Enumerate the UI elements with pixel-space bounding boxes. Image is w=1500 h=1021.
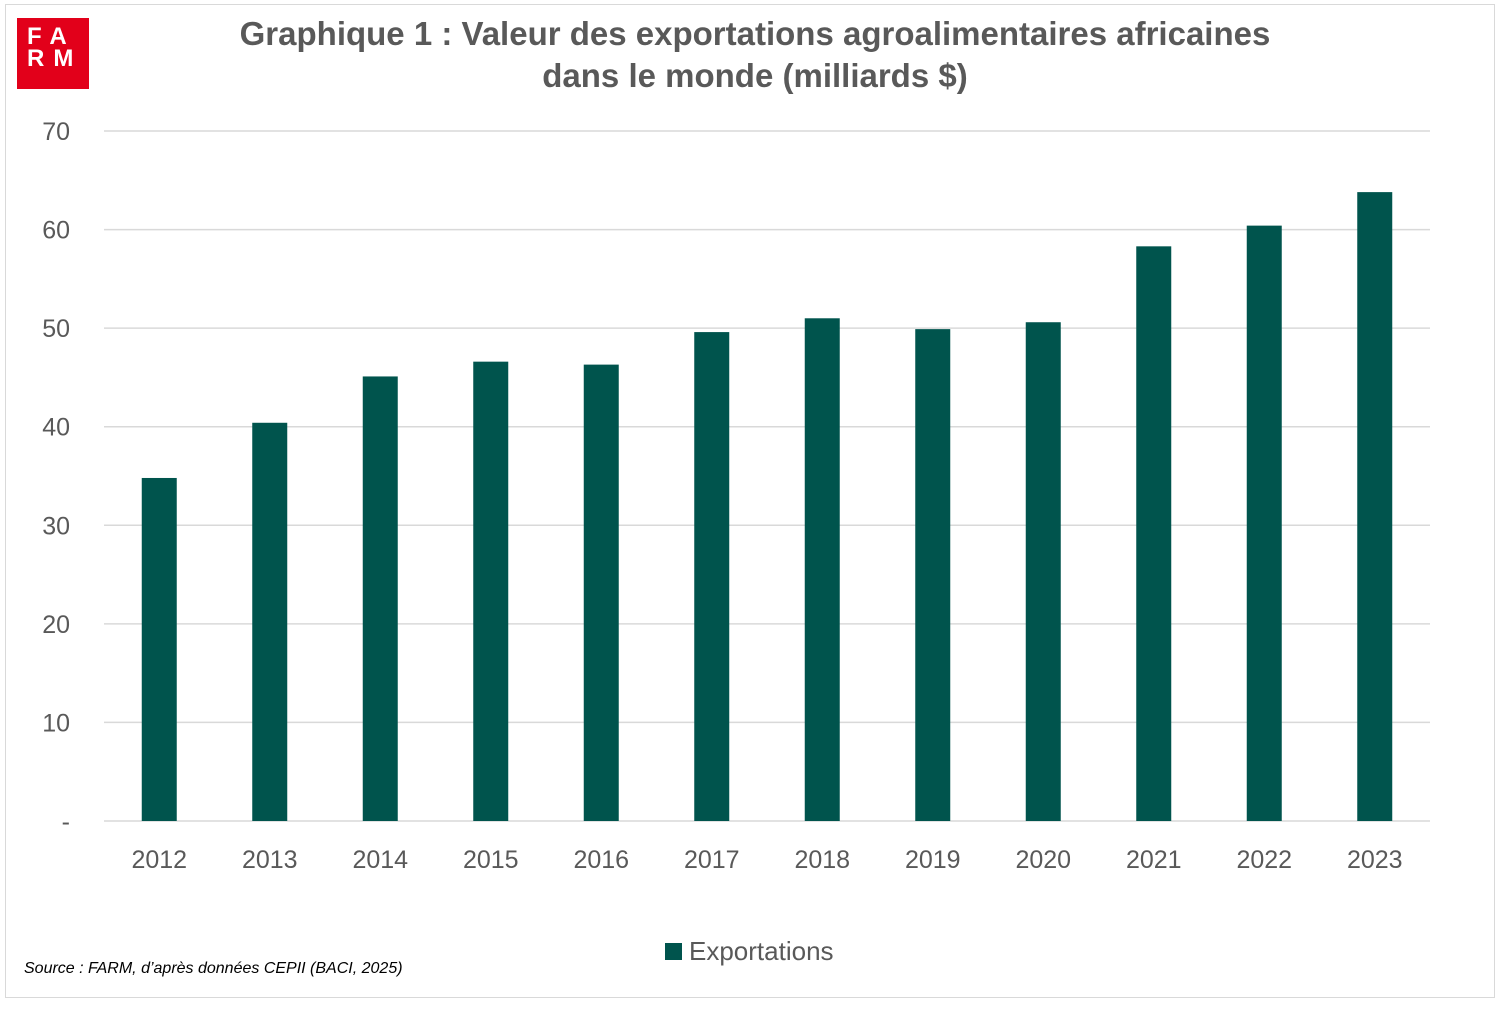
x-tick-label: 2023 xyxy=(1347,846,1403,874)
bar-2017 xyxy=(694,332,730,821)
x-tick-label: 2013 xyxy=(242,846,298,874)
y-tick-label: 60 xyxy=(42,217,70,245)
legend: Exportations xyxy=(665,936,834,966)
x-tick-label: 2018 xyxy=(794,846,850,874)
farm-logo: FA RM xyxy=(17,18,89,89)
logo-line-2: RM xyxy=(27,45,83,72)
x-tick-label: 2020 xyxy=(1015,846,1071,874)
bar-2018 xyxy=(804,318,840,821)
y-tick-label: 70 xyxy=(42,118,70,146)
bar-2021 xyxy=(1136,246,1172,822)
legend-swatch xyxy=(665,942,682,960)
bar-2022 xyxy=(1246,225,1282,822)
y-tick-label: 40 xyxy=(42,414,70,442)
chart-title-line-2: dans le monde (milliards $) xyxy=(542,57,968,94)
bar-2016 xyxy=(583,364,619,821)
source-note: Source : FARM, d’après données CEPII (BA… xyxy=(24,960,403,977)
bar-2020 xyxy=(1025,322,1061,821)
bar-2014 xyxy=(362,376,398,821)
x-tick-label: 2019 xyxy=(905,846,961,874)
x-tick-label: 2017 xyxy=(684,846,740,874)
x-tick-label: 2015 xyxy=(463,846,519,874)
chart-title-line-1: Graphique 1 : Valeur des exportations ag… xyxy=(239,15,1271,52)
x-tick-label: 2012 xyxy=(131,846,187,874)
y-tick-label: 10 xyxy=(42,709,70,737)
y-tick-label: 30 xyxy=(42,512,70,540)
y-tick-label: 20 xyxy=(42,611,70,639)
x-tick-label: 2016 xyxy=(573,846,629,874)
bar-2012 xyxy=(141,477,177,821)
legend-label: Exportations xyxy=(689,935,834,966)
bar-2023 xyxy=(1357,192,1393,822)
y-tick-label: - xyxy=(62,808,70,836)
bar-2013 xyxy=(252,422,288,821)
x-tick-label: 2014 xyxy=(352,846,408,874)
x-tick-label: 2021 xyxy=(1126,846,1182,874)
logo-line-1: FA xyxy=(27,23,76,50)
x-tick-label: 2022 xyxy=(1236,846,1292,874)
bar-2019 xyxy=(915,329,951,821)
y-tick-label: 50 xyxy=(42,315,70,343)
bar-2015 xyxy=(473,361,509,821)
